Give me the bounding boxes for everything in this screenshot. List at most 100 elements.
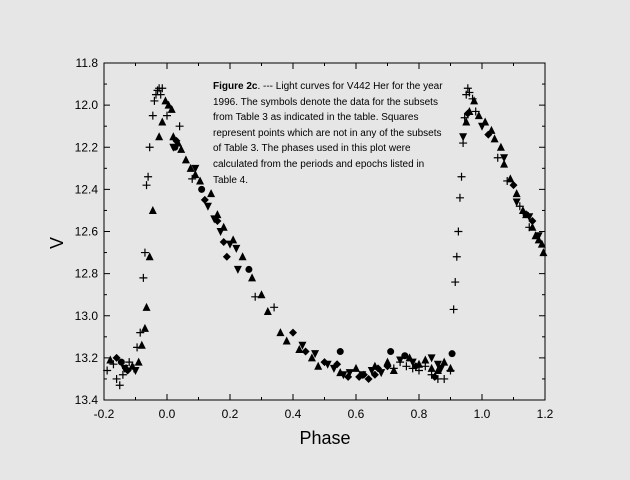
data-point-triangle-up	[134, 357, 143, 366]
y-tick-label: 12.8	[75, 267, 99, 281]
data-point-triangle-down	[311, 350, 320, 359]
data-point-triangle-down	[120, 364, 129, 373]
data-point-diamond	[213, 216, 222, 225]
data-point-plus	[454, 227, 463, 236]
data-point-circle	[522, 211, 530, 219]
data-point-triangle-up	[389, 366, 398, 375]
data-point-triangle-down	[203, 202, 212, 211]
data-point-triangle-down	[191, 164, 200, 173]
x-tick-labels: -0.2 0.0 0.2 0.4 0.6 0.8 1.0 1.2	[94, 407, 554, 421]
data-point-triangle-down	[367, 367, 376, 376]
data-point-plus	[270, 303, 279, 312]
y-tick-label: 11.8	[76, 56, 99, 70]
y-tick-label: 12.6	[75, 225, 99, 239]
data-point-diamond	[219, 238, 228, 247]
data-point-triangle-up	[496, 142, 505, 151]
data-point-triangle-down	[131, 367, 140, 376]
data-point-triangle-up	[314, 361, 323, 370]
data-point-diamond	[484, 130, 493, 139]
data-point-triangle-up	[446, 363, 455, 372]
data-point-triangle-up	[352, 363, 360, 372]
data-point-triangle-up	[177, 144, 186, 153]
data-point-triangle-up	[263, 307, 272, 316]
data-point-diamond	[411, 362, 420, 371]
y-axis-title: V	[47, 237, 67, 249]
data-point-diamond	[333, 360, 342, 369]
y-tick-labels: 11.8 12.0 12.2 12.4 12.6 12.8 13.0 13.2 …	[75, 56, 99, 407]
data-point-triangle-up	[528, 222, 537, 231]
y-tick-label: 13.4	[75, 393, 99, 407]
data-point-plus	[471, 107, 480, 116]
data-point-diamond	[528, 216, 537, 225]
y-tick-label: 12.2	[75, 140, 99, 154]
axis-ticks	[103, 62, 546, 401]
data-point-triangle-up	[490, 134, 499, 143]
data-point-triangle-up	[506, 174, 515, 183]
x-tick-label: 0.4	[285, 407, 302, 421]
data-point-plus	[112, 374, 121, 383]
data-point-diamond	[172, 136, 181, 145]
data-point-plus	[421, 362, 430, 371]
data-point-plus	[440, 374, 449, 383]
data-point-circle	[117, 358, 125, 366]
data-point-triangle-up	[248, 273, 257, 282]
y-tick-label: 12.4	[75, 182, 99, 196]
data-point-plus	[402, 362, 411, 371]
data-point-triangle-down	[427, 354, 436, 363]
data-point-diamond	[344, 372, 353, 381]
data-point-plus	[460, 113, 469, 122]
data-point-triangle-down	[459, 133, 468, 142]
data-point-plus	[451, 278, 460, 287]
data-point-triangle-down	[233, 265, 242, 274]
x-tick-label: 0.2	[222, 407, 239, 421]
data-point-triangle-down	[232, 244, 241, 253]
data-point-triangle-up	[181, 155, 190, 164]
data-point-diamond	[123, 366, 132, 375]
figure-caption: Figure 2c. --- Light curves for V442 Her…	[213, 79, 448, 188]
data-point-plus	[449, 305, 458, 314]
data-point-circle	[198, 185, 206, 193]
data-point-triangle-up	[500, 159, 509, 168]
x-axis-title: Phase	[299, 428, 350, 448]
x-tick-label: 0.0	[159, 407, 176, 421]
data-point-triangle-up	[512, 189, 521, 198]
data-point-triangle-down	[339, 371, 348, 380]
data-point-triangle-up	[537, 239, 546, 248]
data-point-triangle-down	[437, 364, 446, 373]
data-point-triangle-up	[462, 117, 471, 126]
caption-label: Figure 2c	[213, 81, 258, 92]
data-point-circle	[448, 350, 456, 358]
data-point-triangle-up	[539, 248, 548, 257]
data-point-triangle-down	[226, 240, 234, 249]
data-point-triangle-down	[534, 232, 543, 241]
x-tick-label: -0.2	[94, 407, 115, 421]
data-point-circle	[387, 348, 395, 356]
data-point-triangle-down	[433, 360, 442, 369]
data-point-triangle-up	[307, 353, 316, 362]
data-point-plus	[148, 111, 157, 120]
data-point-triangle-up	[257, 290, 266, 299]
data-point-triangle-up	[148, 205, 157, 214]
data-point-triangle-up	[161, 96, 170, 105]
x-tick-label: 0.6	[348, 407, 365, 421]
data-point-triangle-up	[433, 366, 442, 375]
data-point-triangle-up	[164, 100, 173, 109]
data-point-plus	[136, 328, 145, 337]
data-point-triangle-down	[216, 228, 225, 236]
data-point-plus	[452, 252, 461, 261]
data-point-diamond	[383, 362, 392, 371]
data-point-triangle-down	[298, 341, 307, 350]
data-point-plus	[109, 360, 118, 369]
data-point-diamond	[463, 109, 472, 118]
data-point-plus	[455, 193, 464, 202]
data-point-diamond	[359, 370, 368, 379]
data-point-triangle-up	[427, 363, 436, 372]
caption-text: . --- Light curves for V442 Her for the …	[213, 81, 443, 186]
data-point-triangle-up	[440, 357, 449, 366]
data-point-plus	[145, 143, 154, 152]
x-tick-label: 0.8	[411, 407, 428, 421]
data-point-plus	[515, 202, 524, 211]
data-point-plus	[103, 366, 112, 375]
